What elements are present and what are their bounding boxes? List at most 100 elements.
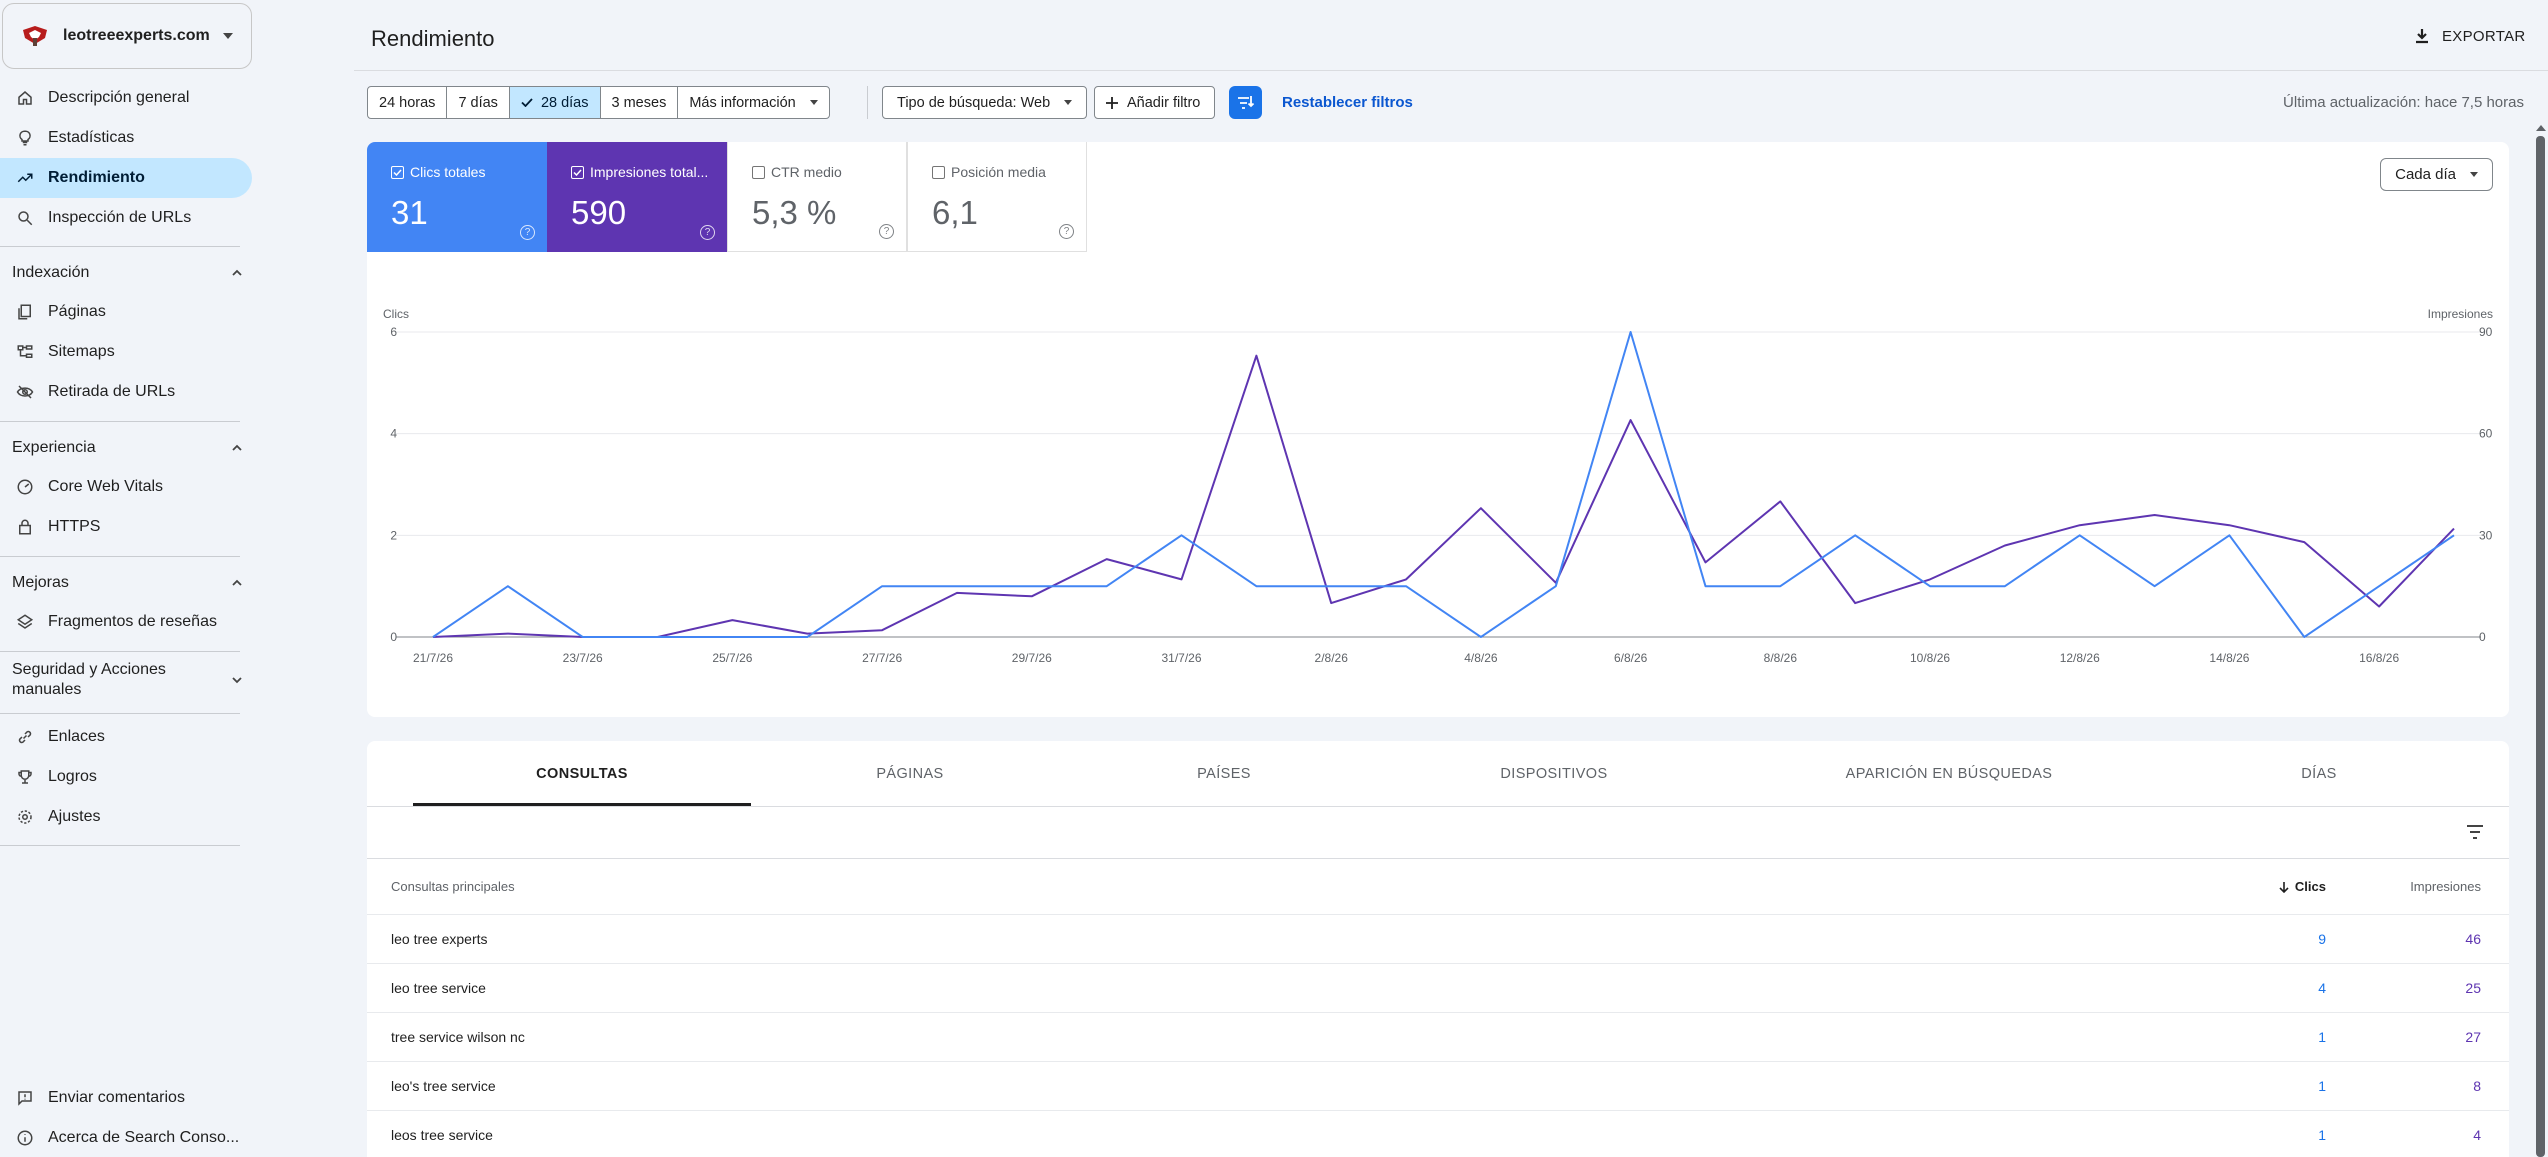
arrow-down-icon	[2279, 881, 2289, 893]
page-title: Rendimiento	[371, 26, 495, 51]
sitemap-icon	[16, 343, 34, 361]
nav-enviar-comentarios[interactable]: Enviar comentarios	[0, 1078, 252, 1118]
query-cell: leo tree service	[391, 980, 486, 996]
reset-filters-link[interactable]: Restablecer filtros	[1282, 94, 1413, 111]
metric-value: 590	[571, 194, 627, 231]
help-icon[interactable]: ?	[1059, 224, 1074, 239]
nav-core-web-vitals[interactable]: Core Web Vitals	[0, 467, 252, 507]
nav-https[interactable]: HTTPS	[0, 507, 252, 547]
scroll-up-arrow-icon[interactable]	[2536, 125, 2546, 131]
trending-up-icon	[16, 169, 34, 187]
nav-estadisticas[interactable]: Estadísticas	[0, 118, 252, 158]
metric-total-impressions[interactable]: Impresiones total... 590 ?	[547, 142, 727, 252]
nav-logros[interactable]: Logros	[0, 757, 252, 797]
filter-settings-button[interactable]	[1229, 86, 1262, 119]
nav-fragmentos-resenas[interactable]: Fragmentos de reseñas	[0, 602, 252, 642]
nav-ajustes[interactable]: Ajustes	[0, 797, 252, 837]
tab-dispositivos[interactable]: DISPOSITIVOS	[1500, 765, 1608, 782]
metric-avg-ctr[interactable]: CTR medio 5,3 % ?	[727, 142, 907, 252]
col-header-queries[interactable]: Consultas principales	[391, 879, 515, 894]
section-seguridad[interactable]: Seguridad y Acciones manuales	[12, 660, 244, 700]
nav-label: Logros	[48, 768, 97, 785]
metric-label: Posición media	[951, 164, 1046, 180]
tab-aparicion-busquedas[interactable]: APARICIÓN EN BÚSQUEDAS	[1845, 765, 2053, 782]
section-mejoras[interactable]: Mejoras	[12, 573, 244, 593]
metric-total-clicks[interactable]: Clics totales 31 ?	[367, 142, 547, 252]
metric-label: Impresiones total...	[590, 164, 709, 180]
x-tick-label: 4/8/26	[1464, 651, 1498, 665]
y-tick-right: 60	[2479, 427, 2493, 441]
impressions-cell: 27	[2465, 1029, 2481, 1045]
col-header-clicks[interactable]: Clics	[2278, 879, 2326, 894]
nav-sitemaps[interactable]: Sitemaps	[0, 332, 252, 372]
nav-paginas[interactable]: Páginas	[0, 292, 252, 332]
divider	[0, 421, 240, 422]
date-option-label: Más información	[689, 94, 796, 111]
scrollbar-thumb[interactable]	[2536, 136, 2545, 1157]
nav-enlaces[interactable]: Enlaces	[0, 717, 252, 757]
section-experiencia[interactable]: Experiencia	[12, 438, 244, 458]
col-header-impressions[interactable]: Impresiones	[2410, 879, 2481, 894]
table-row[interactable]: leo tree service 4 25	[367, 963, 2509, 1012]
nav-rendimiento[interactable]: Rendimiento	[0, 158, 252, 198]
search-type-dropdown[interactable]: Tipo de búsqueda: Web	[882, 86, 1088, 119]
impressions-cell: 4	[2473, 1127, 2481, 1143]
table-row[interactable]: leo tree experts 9 46	[367, 914, 2509, 963]
tab-paises[interactable]: PAÍSES	[1197, 765, 1251, 782]
checkbox-unchecked-icon[interactable]	[752, 165, 765, 179]
help-icon[interactable]: ?	[520, 225, 535, 240]
checkbox-unchecked-icon[interactable]	[932, 165, 945, 179]
y-tick-left: 2	[390, 528, 397, 542]
performance-chart-card: Clics totales 31 ? Impresiones total... …	[367, 142, 2509, 717]
filter-icon[interactable]	[2465, 822, 2485, 842]
granularity-dropdown[interactable]: Cada día	[2380, 158, 2493, 191]
table-row[interactable]: leos tree service 1 4	[367, 1110, 2509, 1157]
nav-retirada-urls[interactable]: Retirada de URLs	[0, 372, 252, 412]
tab-dias[interactable]: DÍAS	[2301, 765, 2337, 782]
clicks-cell: 1	[2318, 1127, 2326, 1143]
nav-inspeccion-urls[interactable]: Inspección de URLs	[0, 198, 252, 238]
add-filter-button[interactable]: Añadir filtro	[1094, 86, 1216, 119]
help-icon[interactable]: ?	[879, 224, 894, 239]
table-row[interactable]: leo's tree service 1 8	[367, 1061, 2509, 1110]
nav-descripcion-general[interactable]: Descripción general	[0, 78, 252, 118]
date-option-24h[interactable]: 24 horas	[368, 87, 448, 118]
x-tick-label: 12/8/26	[2060, 651, 2100, 665]
lightbulb-icon	[16, 129, 34, 147]
pages-icon	[16, 303, 34, 321]
y-axis-right-title: Impresiones	[2428, 307, 2493, 321]
chevron-down-icon	[223, 33, 233, 39]
trophy-icon	[16, 768, 34, 786]
checkbox-checked-icon[interactable]	[391, 165, 404, 179]
search-type-label: Tipo de búsqueda: Web	[897, 94, 1051, 111]
section-indexacion[interactable]: Indexación	[12, 263, 244, 283]
granularity-label: Cada día	[2395, 166, 2456, 183]
table-row[interactable]: tree service wilson nc 1 27	[367, 1012, 2509, 1061]
tab-paginas[interactable]: PÁGINAS	[876, 765, 944, 782]
date-option-28d[interactable]: 28 días	[509, 87, 601, 118]
impressions-cell: 25	[2465, 980, 2481, 996]
date-option-more[interactable]: Más información	[678, 87, 828, 118]
tab-consultas[interactable]: CONSULTAS	[413, 741, 751, 806]
date-option-7d[interactable]: 7 días	[447, 87, 510, 118]
nav-label: Rendimiento	[48, 169, 145, 186]
nav-label: Descripción general	[48, 89, 190, 106]
export-button[interactable]: EXPORTAR	[2412, 26, 2526, 46]
x-tick-label: 6/8/26	[1614, 651, 1648, 665]
x-tick-label: 23/7/26	[563, 651, 603, 665]
metric-avg-position[interactable]: Posición media 6,1 ?	[907, 142, 1087, 252]
help-icon[interactable]: ?	[700, 225, 715, 240]
section-title: Experiencia	[12, 439, 96, 456]
chevron-up-icon	[232, 269, 242, 276]
last-update-text: Última actualización: hace 7,5 horas	[2283, 94, 2524, 111]
gear-icon	[16, 808, 34, 826]
section-title: Seguridad y Acciones manuales	[12, 660, 230, 700]
link-icon	[16, 728, 34, 746]
date-option-3m[interactable]: 3 meses	[601, 87, 679, 118]
property-selector[interactable]: leotreeexperts.com	[2, 3, 252, 69]
lock-icon	[16, 518, 34, 536]
export-label: EXPORTAR	[2442, 27, 2526, 45]
checkbox-checked-icon[interactable]	[571, 165, 584, 179]
y-tick-left: 0	[390, 630, 397, 644]
nav-acerca-de[interactable]: Acerca de Search Conso...	[0, 1118, 252, 1157]
